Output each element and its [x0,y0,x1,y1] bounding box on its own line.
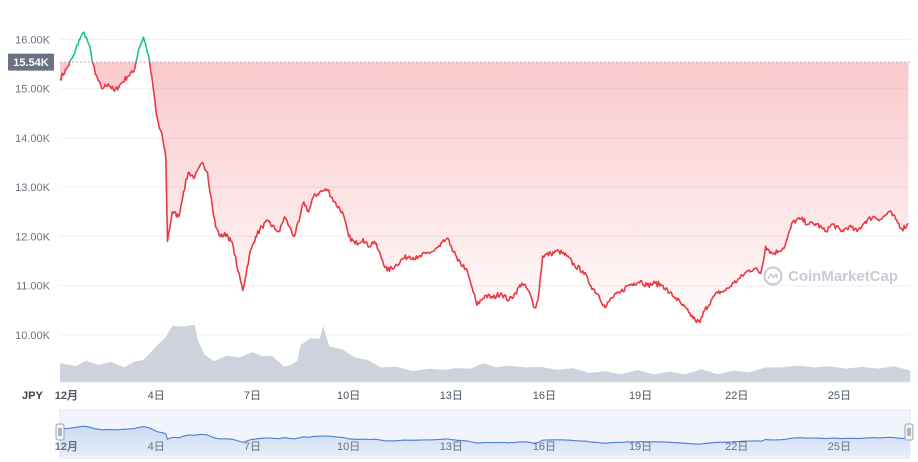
x-tick-label: 13日 [440,390,463,402]
y-tick-label: 10.00K [15,330,51,342]
price-fill [60,62,909,323]
navigator-area [60,426,910,456]
navigator-line [60,425,909,445]
x-tick-label: 22日 [725,390,748,402]
y-tick-label: 15.00K [15,84,51,96]
y-tick-label: 14.00K [15,133,51,145]
navigator-tick-label: 19日 [629,441,652,453]
current-price-badge [8,53,54,71]
navigator-tick-label: 10日 [337,441,360,453]
watermark: CoinMarketCap [763,266,898,286]
x-tick-label: 25日 [828,390,851,402]
navigator-tick-label: 25日 [828,441,851,453]
price-line-down [59,62,909,324]
navigator-tick-label: 12月 [55,440,78,453]
y-axis: 10.00K 11.00K 12.00K 13.00K 14.00K 15.00K 16.0… [15,35,51,342]
coinmarketcap-logo-mark-icon [767,272,779,280]
navigator-tick-label: 13日 [440,441,463,453]
y-tick-label: 11.00K [16,281,51,293]
y-tick-label: 16.00K [15,35,51,47]
price-area-down [60,62,909,323]
x-tick-label: 12月 [55,389,78,402]
x-tick-label: 19日 [629,390,652,402]
x-tick-label: 16日 [533,390,556,402]
volume-area [60,324,910,382]
navigator-tick-label: 22日 [725,441,748,453]
navigator-series [60,425,910,456]
navigator[interactable]: 12月 4日 7日 10日 13日 16日 19日 22日 25日 [55,409,914,459]
currency-label: JPY [22,390,43,402]
x-tick-label: 10日 [337,390,360,402]
price-line [59,31,909,324]
navigator-x-axis: 12月 4日 7日 10日 13日 16日 19日 22日 25日 [55,440,851,453]
navigator-tick-label: 7日 [244,441,261,453]
navigator-left-handle[interactable] [55,423,65,441]
coinmarketcap-logo-icon [763,266,783,286]
x-axis: 12月 4日 7日 10日 13日 16日 19日 22日 25日 [55,389,851,402]
x-tick-label: 4日 [148,390,165,402]
current-price-label: 15.54K [13,57,49,69]
x-tick-label: 7日 [244,390,261,402]
navigator-tick-label: 16日 [533,441,556,453]
current-price-tag: 15.54K [8,53,54,71]
y-tick-label: 13.00K [15,182,51,194]
watermark-text: CoinMarketCap [788,268,898,285]
volume-series [60,324,910,382]
navigator-tick-label: 4日 [148,441,165,453]
navigator-right-handle[interactable] [904,423,914,441]
y-tick-label: 12.00K [15,231,51,243]
